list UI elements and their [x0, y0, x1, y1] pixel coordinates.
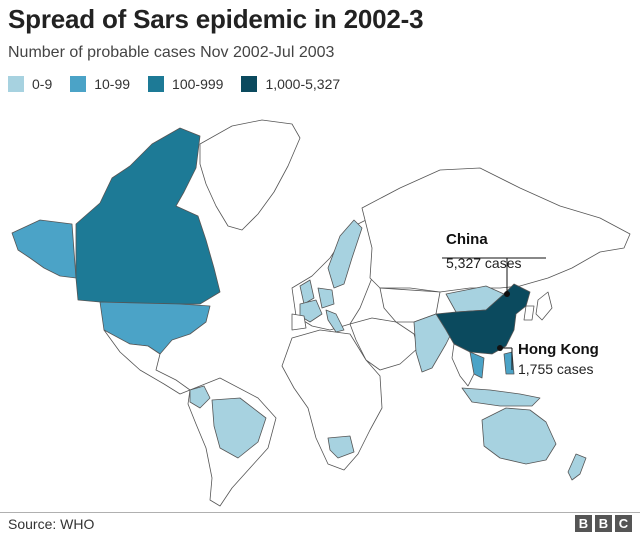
legend-label: 10-99	[94, 76, 131, 92]
legend-swatch	[8, 76, 24, 92]
hong-kong-label: Hong Kong	[518, 341, 599, 358]
legend-swatch	[70, 76, 87, 92]
legend-label: 100-999	[172, 76, 224, 92]
russia	[361, 167, 631, 293]
vietnam	[469, 351, 485, 379]
legend-label: 0-9	[32, 76, 53, 92]
africa	[281, 329, 383, 471]
middle-east	[349, 317, 419, 371]
world-map: China 5,327 cases Hong Kong 1,755 cases	[11, 119, 631, 507]
china-cases: 5,327 cases	[446, 255, 522, 271]
legend-swatch	[148, 76, 165, 92]
map-title: Spread of Sars epidemic in 2002-3	[8, 4, 424, 34]
alaska	[11, 219, 77, 279]
germany	[317, 287, 335, 309]
korea	[523, 305, 535, 321]
footer-divider	[0, 512, 640, 513]
canada	[75, 127, 221, 305]
china-label: China	[446, 231, 488, 248]
indonesia	[461, 387, 541, 407]
legend: 0-9 10-99 100-999 1,000-5,327	[8, 76, 358, 92]
bbc-logo-letter: B	[595, 515, 612, 532]
south-africa	[327, 435, 355, 459]
mexico	[103, 329, 191, 395]
legend-item-0-9: 0-9	[8, 76, 52, 92]
spain	[291, 313, 307, 331]
map-subtitle: Number of probable cases Nov 2002-Jul 20…	[8, 44, 335, 61]
colombia	[189, 385, 211, 409]
greenland	[199, 119, 301, 231]
new-zealand	[567, 453, 587, 481]
legend-swatch	[241, 76, 258, 92]
brazil	[211, 397, 267, 459]
legend-item-10-99: 10-99	[70, 76, 130, 92]
italy	[325, 309, 345, 333]
bbc-logo: B B C	[572, 515, 632, 532]
source-note: Source: WHO	[8, 516, 95, 532]
legend-item-100-999: 100-999	[148, 76, 223, 92]
japan	[535, 291, 553, 321]
legend-item-1000-5327: 1,000-5,327	[241, 76, 340, 92]
france	[299, 299, 323, 323]
bbc-logo-letter: B	[575, 515, 592, 532]
legend-label: 1,000-5,327	[265, 76, 341, 92]
united-kingdom	[299, 279, 315, 305]
australia	[481, 407, 557, 465]
scandinavia	[327, 219, 363, 289]
hong-kong-cases: 1,755 cases	[518, 361, 594, 377]
bbc-logo-letter: C	[615, 515, 632, 532]
